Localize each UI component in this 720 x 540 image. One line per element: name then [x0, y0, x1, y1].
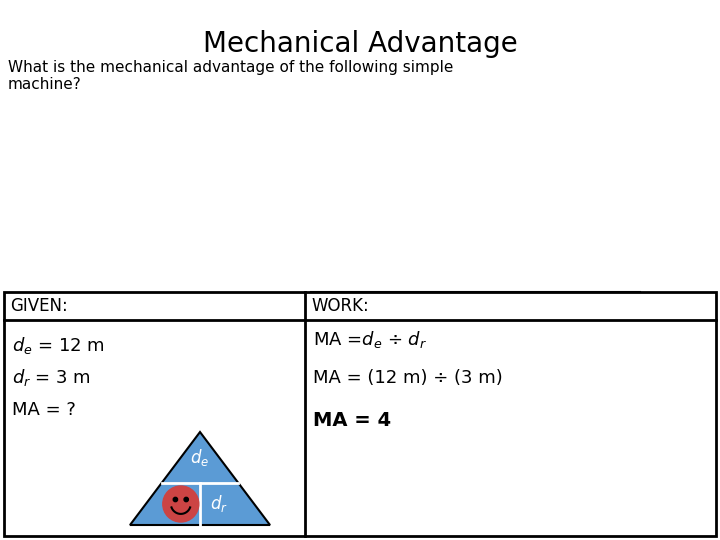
Text: MA = ?: MA = ? — [12, 401, 76, 419]
Text: MA =$d_e$ ÷ $d_r$: MA =$d_e$ ÷ $d_r$ — [313, 329, 427, 350]
Circle shape — [163, 486, 199, 522]
Text: $d_r$ = 3 m: $d_r$ = 3 m — [12, 368, 91, 388]
Bar — [4, 292, 716, 536]
Circle shape — [174, 497, 178, 502]
Polygon shape — [310, 292, 640, 385]
Text: $d_e$: $d_e$ — [190, 447, 210, 468]
Text: $d_e$ = 12 m: $d_e$ = 12 m — [12, 334, 105, 355]
Text: WORK:: WORK: — [311, 297, 369, 315]
Polygon shape — [130, 432, 270, 525]
Circle shape — [184, 497, 189, 502]
Text: 3 m: 3 m — [650, 334, 674, 347]
Text: 12 m: 12 m — [433, 314, 467, 336]
Text: GIVEN:: GIVEN: — [10, 297, 68, 315]
Text: $d_r$: $d_r$ — [210, 494, 228, 515]
Text: MA = (12 m) ÷ (3 m): MA = (12 m) ÷ (3 m) — [313, 369, 503, 387]
Text: MA = 4: MA = 4 — [313, 410, 391, 429]
Text: What is the mechanical advantage of the following simple
machine?: What is the mechanical advantage of the … — [8, 60, 454, 92]
Text: Mechanical Advantage: Mechanical Advantage — [202, 30, 518, 58]
